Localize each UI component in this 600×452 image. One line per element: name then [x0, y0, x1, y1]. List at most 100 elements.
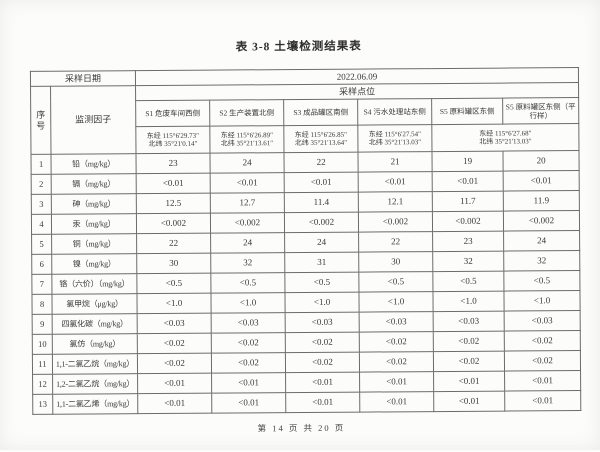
value-cell: 20 [503, 150, 580, 172]
latitude: 北纬 35°21'13.61" [220, 139, 274, 148]
value-cell: <0.03 [359, 311, 434, 333]
value-cell: <0.01 [503, 170, 580, 192]
value-cell: 22 [284, 152, 359, 173]
value-cell: 11.9 [503, 190, 580, 212]
value-cell: <0.5 [136, 273, 211, 294]
site-coord-2: 东经 115°6'26.89" 北纬 35°21'13.61" [209, 125, 285, 154]
value-cell: 21 [358, 151, 433, 173]
site-coord-4: 东经 115°6'27.54" 北纬 35°21'13.03" [357, 124, 433, 153]
value-cell: 11.4 [284, 192, 359, 213]
value-cell: <0.01 [358, 171, 433, 193]
row-number: 12 [32, 374, 53, 395]
value-cell: 23 [432, 231, 504, 252]
site-header-2: S2 生产装置北侧 [209, 99, 284, 127]
value-cell: <0.01 [137, 373, 212, 394]
value-cell: <1.0 [432, 291, 505, 312]
value-cell: <0.01 [432, 171, 504, 192]
factor-label: 镉（mg/kg） [51, 173, 137, 195]
site-header-5: S5 原料罐区东侧 [431, 98, 503, 125]
value-cell: <0.02 [137, 333, 212, 354]
value-cell: <0.01 [211, 372, 286, 394]
row-number: 9 [32, 314, 53, 335]
value-cell: 24 [284, 232, 359, 253]
value-cell: <0.01 [285, 372, 360, 393]
value-cell: 11.7 [432, 191, 504, 212]
value-cell: <0.01 [137, 393, 212, 414]
factor-label: 砷（mg/kg） [51, 193, 137, 215]
serial-header: 序号 [30, 86, 51, 155]
sampling-date-label: 采样日期 [30, 70, 136, 87]
site-coord-5: 东经 115°6'27.68" 北纬 35°21'13.03" [431, 123, 580, 152]
value-cell: 22 [136, 233, 211, 254]
site-header-3: S3 成品罐区南侧 [283, 99, 358, 126]
value-cell: <0.002 [432, 211, 504, 232]
value-cell: 31 [284, 252, 359, 273]
value-cell: <0.01 [433, 391, 505, 412]
value-cell: <0.002 [503, 210, 580, 232]
value-cell: <0.02 [285, 352, 360, 373]
value-cell: <0.5 [503, 270, 580, 292]
value-cell: 23 [136, 153, 211, 174]
value-cell: <0.01 [504, 390, 581, 412]
value-cell: <1.0 [210, 292, 286, 314]
site-coord-1: 东经 115°6'29.73" 北纬 35°21'0.14" [135, 126, 211, 154]
value-cell: <0.02 [211, 332, 286, 354]
value-cell: <0.002 [284, 212, 359, 233]
value-cell: <0.02 [504, 330, 581, 352]
site-header-1: S1 危废车间西侧 [135, 100, 210, 127]
site-header-4: S4 污水处理站东侧 [357, 98, 432, 126]
value-cell: 19 [432, 151, 504, 172]
value-cell: <0.02 [433, 331, 505, 352]
value-cell: <0.02 [137, 353, 212, 374]
latitude: 北纬 35°21'13.03" [479, 137, 532, 146]
row-number: 1 [31, 154, 52, 175]
factor-label: 铜（mg/kg） [51, 233, 137, 255]
value-cell: 30 [358, 251, 433, 273]
value-cell: <0.5 [284, 272, 359, 293]
value-cell: <0.03 [285, 312, 360, 333]
value-cell: <0.02 [433, 351, 505, 372]
value-cell: <0.03 [211, 312, 286, 334]
value-cell: <0.01 [359, 371, 434, 393]
value-cell: <0.002 [210, 212, 285, 234]
row-number: 7 [31, 274, 52, 295]
row-number: 11 [32, 354, 53, 375]
row-number: 13 [32, 394, 53, 415]
value-cell: 32 [210, 252, 285, 274]
row-number: 2 [31, 174, 52, 195]
factor-label: 1,1-二氯乙烷（mg/kg） [52, 353, 138, 375]
latitude: 北纬 35°21'0.14" [148, 139, 198, 149]
value-cell: 32 [432, 251, 504, 272]
value-cell: <0.01 [136, 173, 211, 194]
longitude: 东经 115°6'29.73" [146, 131, 199, 140]
factor-label: 汞（mg/kg） [51, 213, 137, 235]
value-cell: <0.01 [285, 392, 360, 413]
value-cell: 32 [503, 250, 580, 272]
row-number: 10 [32, 334, 53, 355]
value-cell: 24 [210, 232, 285, 254]
row-number: 4 [31, 214, 52, 235]
value-cell: <0.02 [211, 352, 286, 374]
value-cell: <0.002 [136, 213, 211, 234]
results-body: 采样日期 2022.06.09 序号 监测因子 采样点位 S1 危废车间西侧 S2… [30, 67, 581, 415]
value-cell: 24 [210, 152, 285, 174]
value-cell: <0.03 [433, 311, 505, 332]
row-number: 5 [31, 234, 52, 255]
value-cell: 12.1 [358, 191, 433, 213]
latitude: 北纬 35°21'13.64" [294, 138, 348, 148]
factor-header: 监测因子 [50, 85, 137, 155]
factor-label: 铅（mg/kg） [50, 153, 137, 175]
value-cell: <0.02 [285, 332, 360, 353]
value-cell: <1.0 [136, 293, 212, 314]
factor-label: 1,1-二氯乙烯（mg/kg） [52, 393, 138, 415]
factor-label: 1,2-二氯乙烷（mg/kg） [52, 373, 138, 395]
value-cell: <0.02 [359, 331, 434, 353]
results-table: 采样日期 2022.06.09 序号 监测因子 采样点位 S1 危废车间西侧 S2… [30, 67, 581, 415]
factor-label: 氯甲烷（μg/kg） [51, 293, 138, 315]
value-cell: <0.01 [504, 370, 581, 392]
value-cell: <0.5 [432, 271, 504, 292]
factor-label: 镍（mg/kg） [51, 253, 137, 275]
value-cell: <0.02 [504, 350, 581, 372]
value-cell: <0.01 [433, 371, 505, 392]
